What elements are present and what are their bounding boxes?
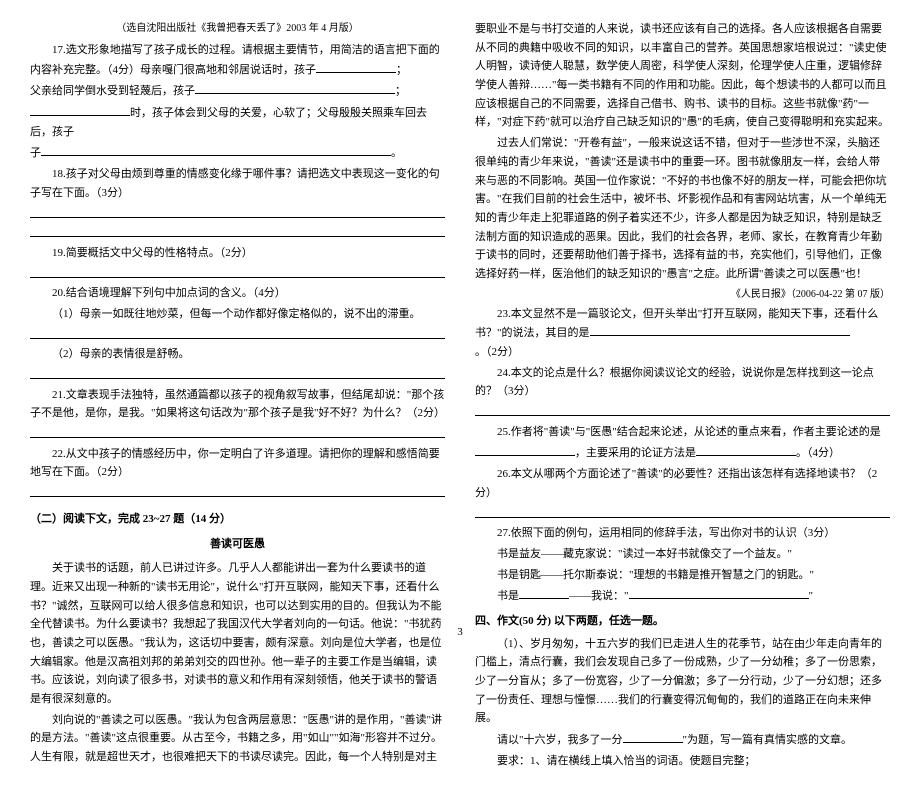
page-number: 3 (457, 626, 463, 638)
question-25: 25.作者将"善读"与"医愚"结合起来论述，从论述的重点来看，作者主要论述的是 (475, 423, 890, 442)
answer-line (30, 425, 445, 438)
fill-blank (41, 143, 391, 156)
answer-line (30, 326, 445, 339)
fill-blank (696, 443, 796, 456)
answer-line (30, 484, 445, 497)
answer-line (475, 403, 890, 416)
question-27c: 书是——我说："" (475, 586, 890, 606)
fill-blank (316, 60, 396, 73)
fill-blank (590, 323, 850, 336)
question-19: 19.简要概括文中父母的性格特点。（2分） (30, 244, 445, 263)
question-17c: 时，孩子体会到父母的关爱，心软了；父母殷殷关照乘车回去后，孩子 (30, 103, 445, 141)
question-17: 17.选文形象地描写了孩子成长的过程。请根据主要情节，用简洁的语言把下面的内容补… (30, 41, 445, 79)
question-26: 26.本文从哪两个方面论述了"善读"的必要性？还指出该怎样有选择地读书？（2分） (475, 465, 890, 502)
question-24: 24.本文的论点是什么？根据你阅读议论文的经验，说说你是怎样找到这一论点的？（3… (475, 364, 890, 401)
fill-blank (623, 730, 683, 743)
section-header-4: 四、作文(50 分) 以下两题，任选一题。 (475, 612, 890, 631)
answer-line (475, 505, 890, 518)
question-27: 27.依照下面的例句，运用相同的修辞手法，写出你对书的认识（3分） (475, 524, 890, 543)
question-22: 22.从文中孩子的情感经历中，你一定明白了许多道理。请把你的理解和感悟简要地写在… (30, 445, 445, 482)
answer-line (30, 265, 445, 278)
question-27b: 书是钥匙——托尔斯泰说："理想的书籍是推开智慧之门的钥匙。" (475, 566, 890, 585)
question-18: 18.孩子对父母由烦到尊重的情感变化缘于哪件事？请把选文中表现这一变化的句子写在… (30, 165, 445, 202)
composition-2: 请以"十六岁，我多了一分"为题，写一篇有真情实感的文章。 (475, 730, 890, 750)
source-citation-2: 《人民日报》（2006-04-22 第 07 版） (475, 286, 890, 303)
article-para-cont-2: 过去人们常说："开卷有益"，一般来说这话不错，但对于一些涉世不深，头脑还很单纯的… (475, 134, 890, 284)
right-column: 要职业不是与书打交道的人来说，读书还应该有自己的选择。各人应该根据各自需要从不同… (475, 20, 890, 772)
question-20: 20.结合语境理解下列句中加点词的含义。（4分） (30, 284, 445, 303)
fill-blank (475, 443, 575, 456)
question-20-1: （1）母亲一如既往地炒菜，但每一个动作都好像定格似的，说不出的滞重。 (30, 305, 445, 324)
question-17b: 父亲给同学倒水受到轻蔑后，孩子； (30, 81, 445, 101)
section-header-2: （二）阅读下文，完成 23~27 题（14 分） (30, 510, 445, 529)
question-23: 23.本文显然不是一篇驳论文，但开头举出"打开互联网，能知天下事，还看什么书？"… (475, 305, 890, 362)
fill-blank (195, 81, 395, 94)
answer-line (30, 224, 445, 237)
composition-3: 要求：1、请在横线上填入恰当的词语。使题目完整； (475, 752, 890, 771)
article-para-cont-1: 要职业不是与书打交道的人来说，读书还应该有自己的选择。各人应该根据各自需要从不同… (475, 20, 890, 132)
fill-blank (30, 103, 130, 116)
fill-blank (519, 586, 569, 599)
left-column: （选自沈阳出版社《我曾把春天丢了》2003 年 4 月版） 17.选文形象地描写… (30, 20, 445, 772)
fill-blank (629, 586, 809, 599)
composition-1: （1）、岁月匆匆，十五六岁的我们已走进人生的花季节，站在由少年走向青年的门槛上，… (475, 635, 890, 728)
answer-line (30, 366, 445, 379)
article-para-1: 关于读书的话题，前人已讲过许多。几乎人人都能讲出一套为什么要读书的道理。近来又出… (30, 559, 445, 709)
question-20-2: （2）母亲的表情很是舒畅。 (30, 345, 445, 364)
question-21: 21.文章表现手法独特，虽然通篇都以孩子的视角叙写故事，但结尾却说："那个孩子不… (30, 386, 445, 423)
article-title-2: 善读可医愚 (30, 535, 445, 554)
blank-line: 子。 (30, 143, 445, 163)
question-25b: ，主要采用的论证方法是。（4分） (475, 443, 890, 463)
answer-line (30, 205, 445, 218)
question-27a: 书是益友——藏克家说："读过一本好书就像交了一个益友。" (475, 545, 890, 564)
source-citation: （选自沈阳出版社《我曾把春天丢了》2003 年 4 月版） (30, 20, 445, 37)
article-para-2: 刘向说的"善读之可以医愚。"我认为包含两层意思："医愚"讲的是作用，"善读"讲的… (30, 711, 445, 767)
